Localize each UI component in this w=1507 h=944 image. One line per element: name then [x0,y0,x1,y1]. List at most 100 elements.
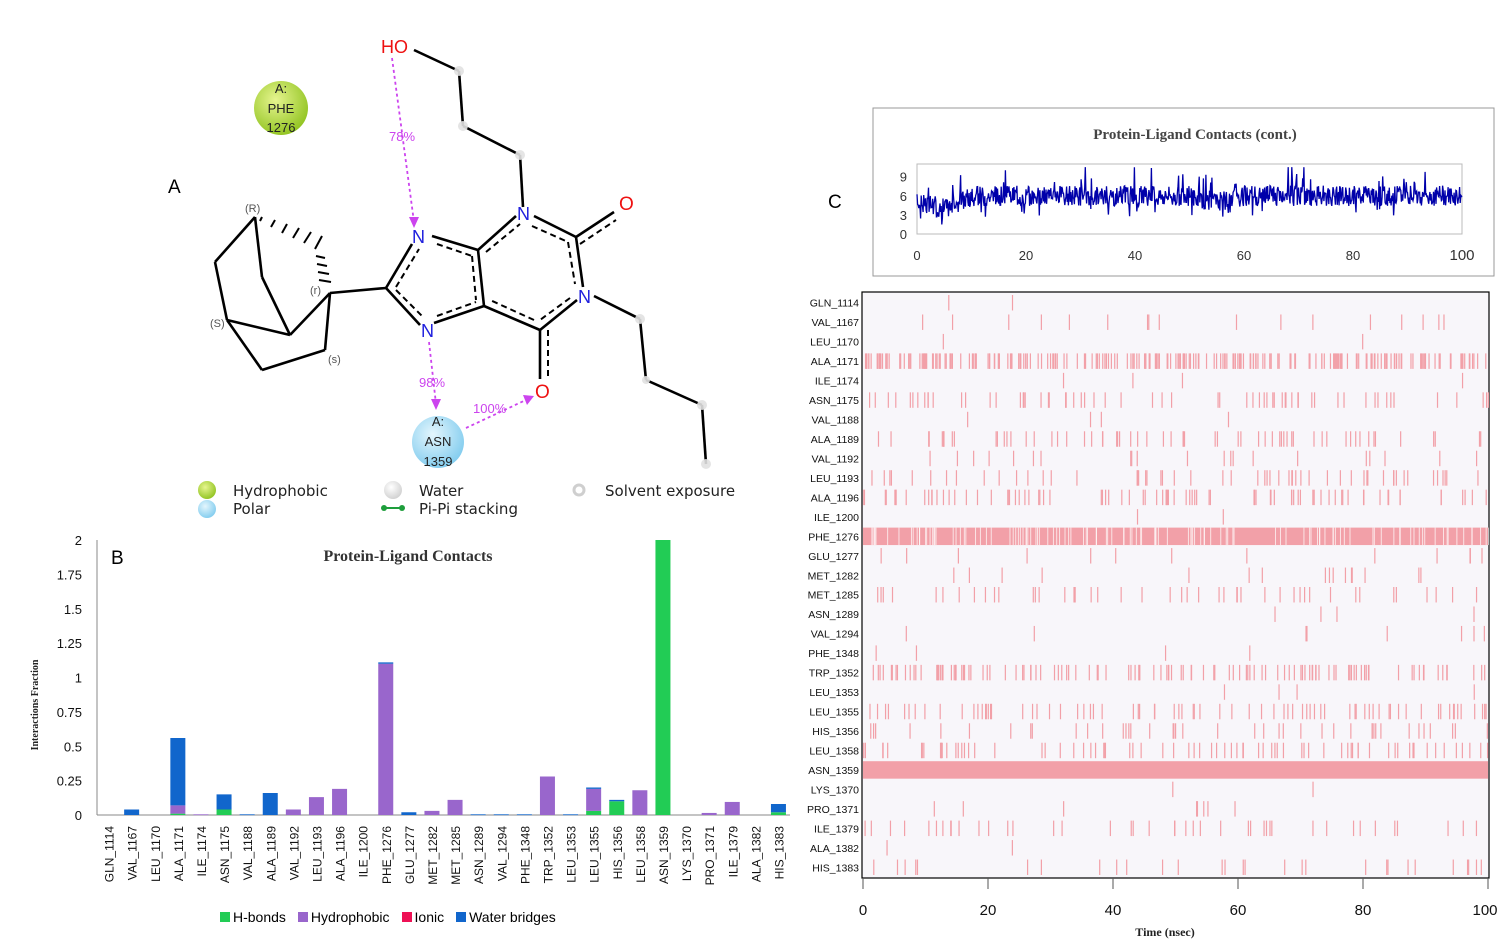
heatmap-contact-line [945,470,948,486]
heatmap-gap-line [1038,527,1040,546]
heatmap-contact-line [1486,742,1489,759]
heatmap-contact-line [1411,664,1413,681]
heatmap-contact-line [1053,820,1055,837]
heatmap-contact-line [1257,431,1260,447]
heatmap-contact-line [1326,431,1328,447]
heatmap-contact-line [1258,392,1261,408]
heatmap-gap-line [1480,527,1482,546]
heatmap-contact-line [1350,742,1352,759]
heatmap-contact-line [936,489,938,506]
heatmap-contact-line [1234,801,1236,817]
heatmap-contact-line [1008,489,1011,506]
heatmap-contact-line [1484,664,1486,681]
bar-chart-xtick-label: ASN_1359 [657,826,671,884]
heatmap-contact-line [1001,567,1003,583]
heatmap-contact-line [1250,820,1252,837]
heatmap-contact-line [1018,353,1020,369]
heatmap-contact-line [869,392,871,408]
heatmap-contact-line [1440,703,1442,720]
heatmap-contact-line [1207,801,1209,817]
heatmap-contact-line [1339,353,1341,369]
heatmap-contact-line [1004,664,1006,681]
heatmap-contact-line [976,489,979,506]
heatmap-contact-line [949,353,951,369]
heatmap-contact-line [1351,567,1353,583]
heatmap-contact-line [882,587,884,603]
heatmap-contact-line [1377,392,1379,408]
heatmap-row-label: ILE_1379 [814,823,859,835]
heatmap-contact-line [1475,859,1478,875]
heatmap-contact-line [1249,664,1251,681]
heatmap-contact-line [1395,587,1397,603]
heatmap-contact-line [1089,411,1092,428]
heatmap-contact-line [1297,392,1299,408]
heatmap-contact-line [1300,470,1302,486]
heatmap-contact-line [928,820,930,837]
heatmap-contact-line [1397,742,1399,759]
heatmap-contact-line [1283,703,1285,720]
heatmap-contact-line [967,411,969,428]
bar-segment [170,813,186,815]
heatmap-contact-line [923,353,925,369]
heatmap-contact-line [1253,489,1255,506]
heatmap-contact-line [1390,353,1392,369]
heatmap-contact-line [1105,353,1108,369]
heatmap-contact-line [1154,353,1156,369]
heatmap-contact-line [1096,664,1098,681]
heatmap-contact-line [870,820,872,837]
heatmap-contact-line [1104,353,1106,369]
bar-segment [124,809,140,815]
heatmap-contact-line [1193,742,1195,759]
heatmap-contact-line [1273,703,1275,720]
heatmap-contact-line [1300,723,1302,739]
heatmap-contact-line [1336,606,1338,622]
bar-chart-xtick-label: LEU_1353 [565,826,579,883]
heatmap-contact-line [1136,509,1139,525]
heatmap-contact-line [1253,664,1255,681]
heatmap-contact-line [988,820,990,837]
bar-chart-ytick-label: 0 [75,808,82,823]
bar-chart: Protein-Ligand Contacts Interactions Fra… [30,533,790,885]
heatmap-contact-line [1370,353,1372,369]
heatmap-contact-line [1103,742,1105,759]
heatmap-contact-line [932,392,934,408]
heatmap-contact-line [1193,703,1195,720]
heatmap-contact-line [1107,314,1109,330]
heatmap-contact-line [1049,353,1052,369]
heatmap-contact-line [1213,353,1215,369]
heatmap-contact-line [1195,353,1197,369]
heatmap-contact-line [1130,450,1132,467]
heatmap-contact-line [1342,489,1344,506]
heatmap-contact-line [1104,489,1107,506]
heatmap-contact-line [1299,587,1301,603]
hashed-wedge [259,216,332,283]
heatmap-contact-line [1351,742,1354,759]
heatmap-contact-line [1284,392,1286,408]
heatmap-contact-line [917,392,919,408]
heatmap-contact-line [961,664,963,681]
heatmap-contact-line [1332,567,1334,583]
heatmap-contact-line [1393,353,1396,369]
heatmap-contact-line [909,723,911,739]
heatmap-gap-line [887,527,889,546]
heatmap-contact-line [1486,723,1488,739]
heatmap-contact-line [928,431,930,447]
heatmap-contact-line [1235,314,1238,330]
heatmap-contact-line [1455,742,1457,759]
heatmap-contact-line [1308,742,1310,759]
heatmap-contact-line [1263,723,1265,739]
heatmap-contact-line [1182,353,1184,369]
heatmap-gap-line [872,527,874,546]
heatmap-contact-line [1293,489,1295,506]
heatmap-contact-line [904,664,907,681]
heatmap-contact-line [1213,664,1215,681]
heatmap-contact-line [1335,353,1337,369]
heatmap-contact-line [997,353,999,369]
heatmap-contact-line [1313,489,1315,506]
heatmap-contact-line [1444,470,1446,486]
heatmap-contact-line [1255,353,1257,369]
bar-chart-y-ticks: 0 0.25 0.5 0.75 1 1.25 1.5 1.75 2 [57,533,790,823]
heatmap-contact-line [1089,703,1092,720]
atom-n3: N [578,287,591,307]
bar-segment [516,814,532,816]
